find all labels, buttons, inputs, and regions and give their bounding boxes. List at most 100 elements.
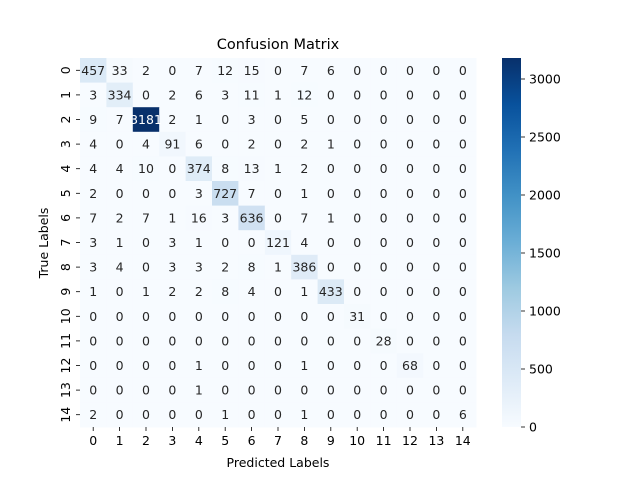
heatmap-cell-r9-c3	[159, 279, 187, 305]
cell-value-r11-c6: 0	[248, 333, 256, 348]
heatmap-cell-r11-c13	[423, 328, 451, 354]
cell-value-r11-c9: 0	[327, 333, 335, 348]
cell-value-r10-c4: 0	[195, 309, 203, 324]
cell-value-r3-c10: 0	[353, 137, 361, 152]
heatmap-cell-r1-c10	[344, 82, 371, 108]
heatmap-cell-r12-c6	[238, 353, 266, 379]
cell-value-r14-c11: 0	[380, 407, 388, 422]
heatmap-cell-r0-c5	[212, 58, 239, 84]
heatmap-cell-r7-c8	[291, 230, 319, 256]
heatmap-cell-r10-c1	[106, 304, 134, 330]
cell-value-r4-c7: 1	[274, 161, 282, 176]
cell-value-r6-c12: 0	[406, 210, 414, 225]
heatmap-cell-r0-c8	[291, 58, 319, 84]
heatmap-cell-r13-c4	[185, 377, 213, 403]
cell-value-r8-c6: 8	[248, 260, 256, 275]
heatmap-cell-r1-c11	[370, 82, 398, 108]
cell-value-r9-c10: 0	[353, 284, 361, 299]
heatmap-cell-r14-c13	[423, 402, 451, 428]
heatmap-cell-r4-c10	[344, 156, 371, 182]
heatmap-cell-r7-c5	[212, 230, 239, 256]
heatmap-cell-r6-c7	[264, 205, 292, 231]
cell-value-r6-c2: 7	[142, 210, 150, 225]
cell-value-r4-c3: 0	[168, 161, 176, 176]
heatmap-cell-r12-c9	[317, 353, 345, 379]
cell-value-r0-c14: 0	[459, 63, 467, 78]
heatmap-cell-r1-c2	[132, 82, 160, 108]
cell-value-r1-c1: 334	[108, 87, 132, 102]
heatmap-cell-r0-c9	[317, 58, 345, 84]
cell-value-r8-c5: 2	[221, 260, 229, 275]
heatmap-cell-r1-c7	[264, 82, 292, 108]
heatmap-cell-r14-c3	[159, 402, 187, 428]
cell-value-r1-c2: 0	[142, 87, 150, 102]
cell-value-r11-c8: 0	[300, 333, 308, 348]
heatmap-cell-r12-c14	[449, 353, 477, 379]
cell-value-r13-c4: 1	[195, 383, 203, 398]
heatmap-cell-r0-c3	[159, 58, 187, 84]
heatmap-cell-r10-c14	[449, 304, 477, 330]
heatmap-cell-r2-c3	[159, 107, 187, 133]
cell-value-r0-c3: 0	[168, 63, 176, 78]
x-tick-label: 13	[428, 433, 444, 448]
heatmap-cell-r1-c6	[238, 82, 266, 108]
cell-value-r4-c10: 0	[353, 161, 361, 176]
colorbar-tick-label: 1000	[529, 303, 561, 318]
heatmap-cell-r8-c14	[449, 254, 477, 280]
cell-value-r7-c14: 0	[459, 235, 467, 250]
cell-value-r11-c5: 0	[221, 333, 229, 348]
heatmap-cell-r6-c13	[423, 205, 451, 231]
cell-value-r13-c13: 0	[432, 383, 440, 398]
cell-value-r5-c8: 1	[300, 186, 308, 201]
heatmap-cell-r8-c3	[159, 254, 187, 280]
heatmap-cell-r12-c0	[80, 353, 107, 379]
cell-value-r10-c5: 0	[221, 309, 229, 324]
cell-value-r14-c1: 0	[116, 407, 124, 422]
cell-value-r1-c12: 0	[406, 87, 414, 102]
cell-value-r4-c12: 0	[406, 161, 414, 176]
cell-value-r11-c3: 0	[168, 333, 176, 348]
y-tick-label: 0	[58, 66, 73, 74]
heatmap-cell-r12-c12	[396, 353, 424, 379]
heatmap-cell-r2-c10	[344, 107, 371, 133]
cell-value-r7-c1: 1	[116, 235, 124, 250]
cell-value-r7-c10: 0	[353, 235, 361, 250]
heatmap-cell-r10-c5	[212, 304, 239, 330]
cell-value-r7-c9: 0	[327, 235, 335, 250]
cell-value-r5-c6: 7	[248, 186, 256, 201]
y-tick-label: 13	[58, 382, 73, 398]
heatmap-cell-r4-c12	[396, 156, 424, 182]
cell-value-r14-c6: 0	[248, 407, 256, 422]
cell-value-r14-c2: 0	[142, 407, 150, 422]
cell-value-r13-c6: 0	[248, 383, 256, 398]
cell-value-r11-c14: 0	[459, 333, 467, 348]
heatmap-cell-r12-c11	[370, 353, 398, 379]
colorbar-tick-label: 500	[529, 361, 553, 376]
heatmap-cell-r2-c6	[238, 107, 266, 133]
cell-value-r6-c11: 0	[380, 210, 388, 225]
heatmap-cell-r3-c11	[370, 131, 398, 157]
heatmap-cell-r11-c7	[264, 328, 292, 354]
x-tick-label: 11	[376, 433, 392, 448]
cell-value-r1-c7: 1	[274, 87, 282, 102]
cell-value-r9-c12: 0	[406, 284, 414, 299]
heatmap-cell-r11-c1	[106, 328, 134, 354]
heatmap-cell-r5-c13	[423, 181, 451, 207]
heatmap-cell-r1-c13	[423, 82, 451, 108]
heatmap-cells	[80, 58, 477, 428]
heatmap-cell-r10-c3	[159, 304, 187, 330]
cell-value-r10-c6: 0	[248, 309, 256, 324]
heatmap-cell-r10-c8	[291, 304, 319, 330]
heatmap-cell-r0-c14	[449, 58, 477, 84]
cell-value-r4-c6: 13	[244, 161, 260, 176]
x-tick-label: 10	[349, 433, 365, 448]
cell-value-r7-c4: 1	[195, 235, 203, 250]
cell-value-r1-c8: 12	[296, 87, 312, 102]
cell-value-r12-c4: 1	[195, 358, 203, 373]
cell-value-r4-c2: 10	[138, 161, 154, 176]
cell-value-r5-c3: 0	[168, 186, 176, 201]
heatmap-cell-r7-c4	[185, 230, 213, 256]
cell-value-r3-c5: 0	[221, 137, 229, 152]
heatmap-cell-r4-c9	[317, 156, 345, 182]
heatmap-cell-r7-c14	[449, 230, 477, 256]
